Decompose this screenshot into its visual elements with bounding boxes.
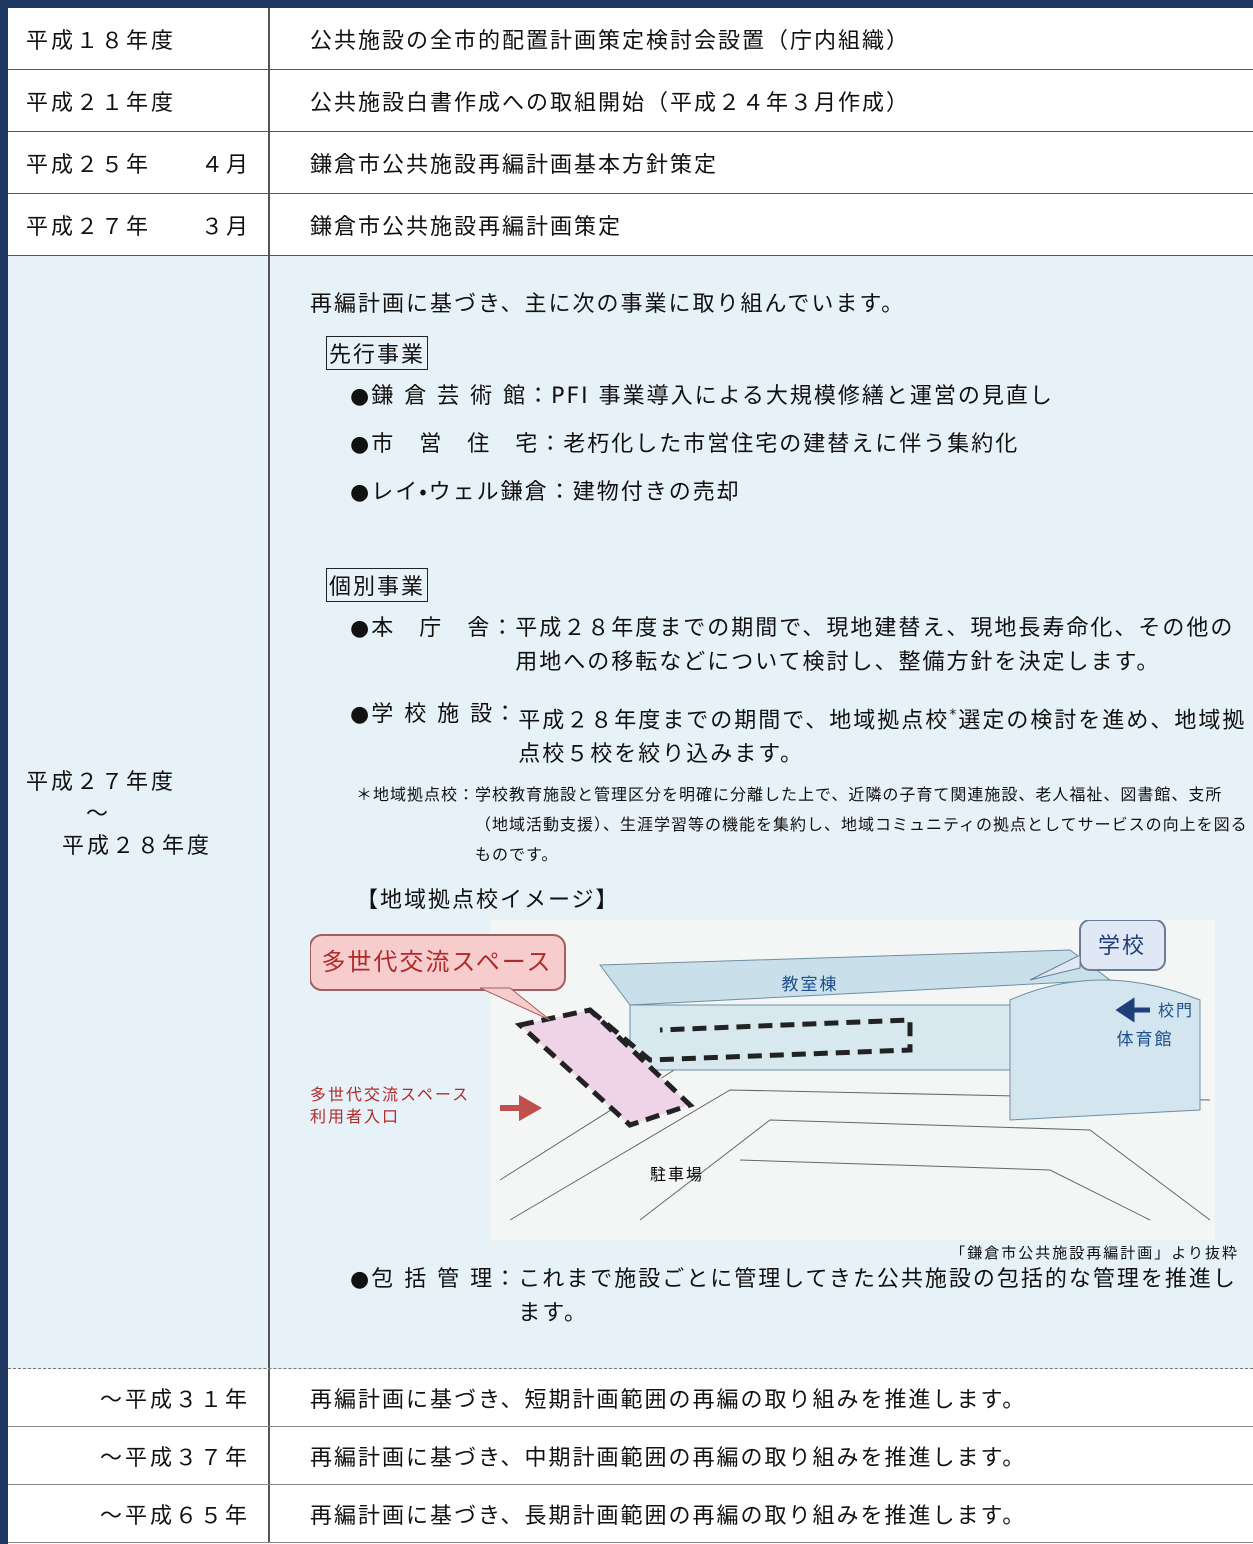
period: 平成２１年度	[8, 70, 270, 131]
callout-pointer	[479, 987, 551, 1021]
item-label: ●包 括 管 理：	[350, 1267, 519, 1293]
period: ～平成３７年	[8, 1427, 270, 1484]
intro: 再編計画に基づき、主に次の事業に取り組んでいます。	[310, 292, 906, 317]
label: 体育館	[1117, 1030, 1174, 1050]
item: ●鎌 倉 芸 術 館： PFI 事業導入による大規模修繕と運営の見直し	[350, 380, 1249, 414]
row: 平成２１年度 公共施設白書作成への取組開始（平成２４年３月作成）	[8, 70, 1253, 132]
content: 鎌倉市公共施設再編計画策定	[310, 214, 623, 240]
item-text: これまで施設ごとに管理してきた公共施設の包括的な管理を推進します。	[518, 1267, 1237, 1327]
label: 教室棟	[782, 975, 839, 995]
period: 平成２５年 ４月	[8, 132, 270, 193]
row: ～平成３７年 再編計画に基づき、中期計画範囲の再編の取り組みを推進します。	[8, 1427, 1253, 1485]
content: 公共施設白書作成への取組開始（平成２４年３月作成）	[310, 90, 911, 116]
row: ～平成６５年 再編計画に基づき、長期計画範囲の再編の取り組みを推進します。	[8, 1485, 1253, 1543]
space-area	[514, 1007, 695, 1129]
content: 再編計画に基づき、短期計画範囲の再編の取り組みを推進します。	[310, 1387, 1027, 1413]
item-text: 平成２８年度までの期間で、地域拠点校*選定の検討を進め、地域拠点校５校を絞り込み…	[518, 698, 1249, 772]
period-start: 平成２７年度	[26, 770, 177, 795]
item-label: ●本 庁 舎：	[350, 616, 516, 641]
note-text: 学校教育施設と管理区分を明確に分離した上で、近隣の子育て関連施設、老人福祉、図書…	[475, 785, 1248, 865]
callout	[1079, 920, 1166, 972]
item-label: ●市 営 住 宅：	[350, 432, 564, 457]
note-label: ＊地域拠点校：	[356, 785, 476, 805]
label: 駐車場	[650, 1165, 704, 1184]
caption: 「鎌倉市公共施設再編計画」より抜粋	[950, 1244, 1239, 1263]
item-label: ●レイ・ウェル鎌倉：	[350, 480, 573, 505]
item-text: 平成２８年度までの期間で、現地建替え、現地長寿命化、その他の用地への移転などにつ…	[515, 616, 1235, 675]
item: ●市 営 住 宅： 老朽化した市営住宅の建替えに伴う集約化	[350, 428, 1249, 462]
item-text: 老朽化した市営住宅の建替えに伴う集約化	[563, 432, 1020, 457]
period-end: 平成２８年度	[62, 834, 213, 859]
text-part: 平成２８年度までの期間で、地域拠点校	[518, 708, 950, 734]
period: 平成２７年 ３月	[8, 194, 270, 255]
main-content: 再編計画に基づき、主に次の事業に取り組んでいます。 先行事業 ●鎌 倉 芸 術 …	[270, 256, 1253, 1368]
item: ●包 括 管 理： これまで施設ごとに管理してきた公共施設の包括的な管理を推進しま…	[350, 1263, 1249, 1331]
note-mark: *	[949, 707, 959, 723]
item: ●本 庁 舎： 平成２８年度までの期間で、現地建替え、現地長寿命化、その他の用地へ…	[350, 612, 1249, 680]
period: ～平成３１年	[8, 1369, 270, 1426]
callout-pointer	[1029, 954, 1081, 981]
item-text: 建物付きの売却	[572, 480, 741, 505]
entrance-arrow	[500, 1095, 543, 1122]
image-title: 【地域拠点校イメージ】	[356, 888, 620, 914]
label: 校門	[1158, 1001, 1194, 1020]
content: 再編計画に基づき、中期計画範囲の再編の取り組みを推進します。	[310, 1445, 1027, 1471]
row: ～平成３１年 再編計画に基づき、短期計画範囲の再編の取り組みを推進します。	[8, 1369, 1253, 1427]
note: ＊地域拠点校： 学校教育施設と管理区分を明確に分離した上で、近隣の子育て関連施設、…	[356, 780, 1249, 870]
callout-label: 学校	[1098, 934, 1146, 959]
item-label: ●学 校 施 設：	[350, 702, 519, 727]
period: 平成２７年度 ～ 平成２８年度	[8, 256, 270, 1368]
space-area-outline	[588, 1008, 913, 1063]
label: 利用者入口	[310, 1107, 400, 1126]
text-part: 選定の検討を進め、地域拠点校５校を絞り込みます。	[518, 708, 1247, 768]
main-row: 平成２７年度 ～ 平成２８年度 再編計画に基づき、主に次の事業に取り組んでいます…	[8, 256, 1253, 1369]
period: 平成１８年度	[8, 8, 270, 69]
item: ●学 校 施 設： 平成２８年度までの期間で、地域拠点校*選定の検討を進め、地域拠…	[350, 698, 1249, 772]
label: 多世代交流スペース	[310, 1085, 470, 1104]
row: 平成２５年 ４月 鎌倉市公共施設再編計画基本方針策定	[8, 132, 1253, 194]
content: 公共施設の全市的配置計画策定検討会設置（庁内組織）	[310, 28, 911, 54]
gate-arrow	[1115, 997, 1150, 1023]
gym-building	[1009, 979, 1201, 1121]
period: ～平成６５年	[8, 1485, 270, 1542]
content: 鎌倉市公共施設再編計画基本方針策定	[310, 152, 719, 178]
item: ●レイ・ウェル鎌倉： 建物付きの売却	[350, 476, 1249, 510]
item-text: PFI 事業導入による大規模修繕と運営の見直し	[551, 384, 1054, 409]
section-heading: 先行事業	[326, 336, 429, 370]
row: 平成２７年 ３月 鎌倉市公共施設再編計画策定	[8, 194, 1253, 256]
callout-label: 多世代交流スペース	[321, 948, 552, 976]
item-label: ●鎌 倉 芸 術 館：	[350, 384, 552, 409]
row: 平成１８年度 公共施設の全市的配置計画策定検討会設置（庁内組織）	[8, 8, 1253, 70]
period-tilde: ～	[86, 802, 112, 827]
illustration: 多世代交流スペース 学校 教室棟 体育館 校門 多世代交流スペース 利用者入口 …	[310, 920, 1215, 1241]
content: 再編計画に基づき、長期計画範囲の再編の取り組みを推進します。	[310, 1503, 1027, 1529]
section-heading: 個別事業	[326, 568, 429, 602]
callout	[310, 934, 566, 992]
